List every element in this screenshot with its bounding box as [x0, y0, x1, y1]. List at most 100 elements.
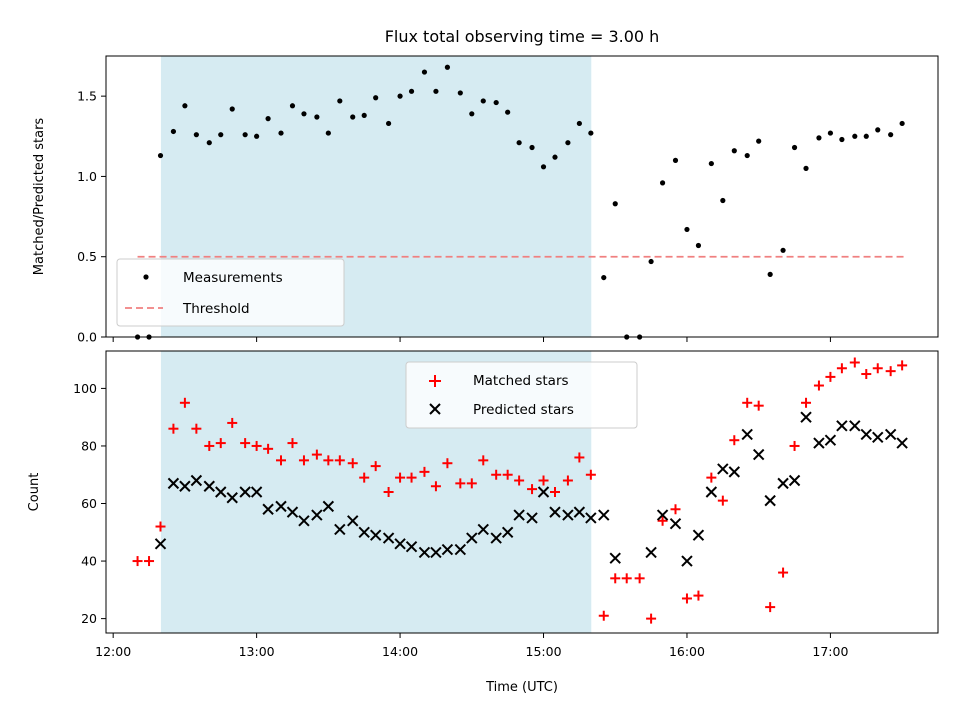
- predicted-stars-point: [275, 500, 287, 513]
- x-tick-label: 14:00: [382, 644, 418, 659]
- x-tick-label: 15:00: [526, 644, 562, 659]
- measurement-point: [469, 111, 475, 117]
- ratio-x-ticks: [112, 337, 831, 342]
- matched-stars-point: [406, 472, 417, 483]
- predicted-stars-point: [311, 509, 323, 521]
- y-tick-label: 1.0: [77, 169, 97, 184]
- matched-stars-point: [370, 461, 381, 472]
- matched-stars-point: [621, 573, 632, 584]
- predicted-stars-point: [549, 506, 561, 518]
- measurement-point: [325, 130, 331, 136]
- matched-stars-point: [872, 363, 883, 374]
- measurement-point: [852, 133, 858, 139]
- predicted-stars-point: [813, 437, 825, 449]
- measurement-point: [314, 114, 320, 120]
- measurement-point: [218, 132, 224, 138]
- measurement-point: [888, 132, 894, 138]
- predicted-stars-point: [286, 506, 299, 518]
- matched-stars-point: [168, 423, 179, 434]
- matched-stars-point: [359, 472, 370, 483]
- matched-stars-point: [885, 366, 896, 377]
- y-tick-label: 40: [81, 554, 97, 569]
- x-tick-label: 17:00: [812, 644, 848, 659]
- measurement-point: [875, 127, 881, 133]
- matched-stars-point: [825, 371, 836, 382]
- measurement-point: [480, 98, 486, 104]
- matched-stars-point: [861, 369, 872, 380]
- measurement-point: [242, 132, 248, 138]
- predicted-stars-point: [441, 543, 454, 556]
- count-marks: [132, 357, 908, 624]
- predicted-stars-point: [203, 480, 215, 492]
- measurement-point: [457, 90, 463, 96]
- measurement-point: [289, 103, 296, 109]
- y-tick-label: 1.5: [77, 89, 97, 104]
- predicted-stars-point: [250, 486, 263, 498]
- predicted-stars-point: [262, 503, 274, 515]
- predicted-stars-point: [537, 486, 550, 498]
- predicted-stars-point: [369, 529, 382, 541]
- matched-stars-point: [215, 438, 226, 449]
- measurement-point: [301, 111, 307, 117]
- matched-stars-point: [693, 590, 704, 601]
- matched-stars-point: [204, 440, 215, 451]
- matched-stars-point: [801, 397, 812, 408]
- measurement-point: [516, 140, 522, 146]
- matched-stars-point: [298, 455, 309, 466]
- measurement-point: [529, 144, 535, 151]
- measurement-point: [206, 140, 212, 146]
- ratio-panel: Measurements Threshold 0.0 0.5 1.0 1.5 Matc…: [32, 55, 939, 345]
- predicted-stars-point: [358, 526, 370, 538]
- matched-stars-point: [836, 363, 847, 374]
- predicted-stars-point: [490, 532, 502, 544]
- matched-stars-point: [383, 487, 394, 497]
- measurement-point: [780, 247, 786, 253]
- measurement-point: [791, 144, 798, 151]
- predicted-stars-point: [334, 523, 346, 536]
- legend-measurements-marker: [143, 274, 149, 280]
- legend-matched-label: Matched stars: [473, 373, 569, 389]
- matched-stars-point: [251, 440, 262, 451]
- predicted-stars-point: [896, 437, 908, 449]
- measurement-point: [839, 136, 845, 143]
- predicted-stars-point: [752, 448, 765, 461]
- matched-stars-point: [491, 469, 502, 480]
- matched-stars-point: [227, 417, 238, 428]
- predicted-stars-point: [741, 428, 753, 441]
- ratio-marks: [134, 64, 905, 340]
- matched-stars-point: [502, 469, 513, 480]
- matched-stars-point: [527, 484, 538, 495]
- matched-stars-point: [562, 475, 573, 486]
- predicted-stars-point: [705, 486, 718, 498]
- matched-stars-point: [430, 481, 441, 492]
- predicted-stars-point: [418, 546, 431, 559]
- predicted-stars-point: [347, 515, 359, 527]
- matched-stars-point: [240, 438, 251, 449]
- predicted-stars-point: [501, 526, 514, 538]
- matched-stars-point: [813, 380, 824, 391]
- predicted-stars-point: [394, 538, 406, 550]
- count-y-axis-label: Count: [27, 473, 42, 512]
- measurement-point: [552, 154, 558, 160]
- predicted-stars-point: [645, 546, 657, 559]
- matched-stars-point: [132, 556, 143, 567]
- matched-stars-point: [419, 466, 430, 477]
- measurement-point: [767, 271, 773, 277]
- matched-stars-point: [179, 397, 190, 408]
- matched-stars-point: [706, 472, 717, 483]
- count-panel-frame: [105, 350, 939, 634]
- y-tick-label: 80: [81, 438, 97, 453]
- y-tick-label: 20: [81, 611, 97, 626]
- predicted-stars-point: [454, 543, 467, 556]
- y-tick-label: 0.5: [77, 249, 97, 264]
- measurement-point: [744, 152, 750, 159]
- measurement-point: [648, 258, 654, 265]
- x-tick-label: 12:00: [95, 644, 131, 659]
- predicted-stars-point: [526, 512, 538, 524]
- measurement-point: [444, 64, 451, 70]
- matched-stars-point: [442, 458, 453, 469]
- predicted-stars-point: [717, 463, 729, 475]
- matched-stars-point: [263, 443, 274, 454]
- legend-top-box: [116, 258, 345, 327]
